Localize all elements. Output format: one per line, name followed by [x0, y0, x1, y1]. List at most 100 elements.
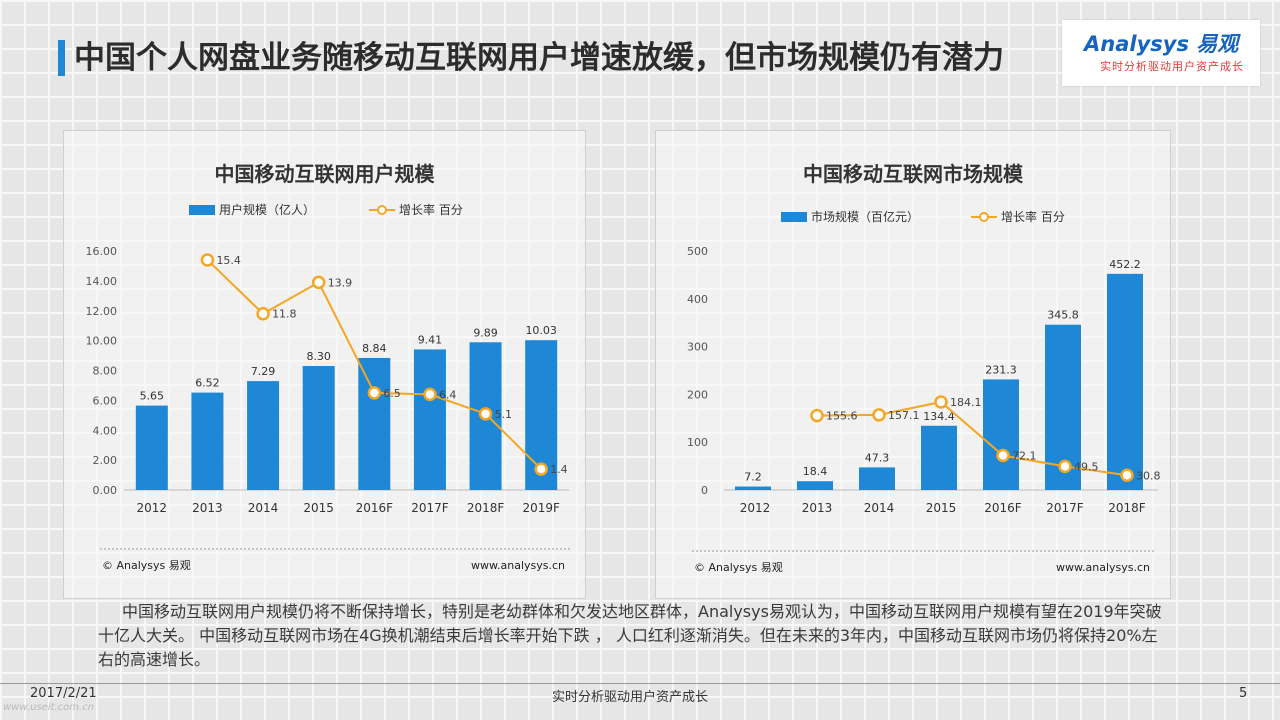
chart-website: www.analysys.cn: [471, 559, 565, 572]
x-tick-label: 2015: [303, 501, 334, 515]
slide-title: 中国个人网盘业务随移动互联网用户增速放缓，但市场规模仍有潜力: [74, 40, 1004, 76]
y-tick-label: 10.00: [86, 335, 118, 348]
legend-bar-label: 市场规模（百亿元）: [811, 209, 919, 224]
growth-rate-point: [367, 386, 382, 400]
x-tick-label: 2012: [740, 501, 771, 515]
y-tick-label: 100: [687, 436, 708, 449]
x-tick-label: 2017F: [411, 501, 449, 515]
bar: [135, 405, 168, 490]
growth-rate-label: 72.1: [1012, 450, 1037, 463]
bar: [859, 467, 895, 490]
chart-source: © Analysys 易观: [694, 561, 783, 574]
bar: [735, 486, 771, 490]
legend-bar-swatch: [781, 212, 807, 222]
bar-value-label: 345.8: [1047, 309, 1079, 322]
growth-rate-label: 30.8: [1136, 469, 1161, 482]
bar-value-label: 134.4: [923, 410, 955, 423]
bar-value-label: 7.2: [744, 471, 762, 484]
market-scale-chart-panel: 中国移动互联网市场规模市场规模（百亿元） 增长率 百分 0 100 200 300 400 5…: [655, 130, 1171, 599]
growth-rate-point: [534, 462, 548, 476]
growth-rate-label: 184.1: [950, 396, 982, 409]
bar: [921, 425, 957, 490]
growth-rate-point: [311, 275, 326, 290]
x-tick-label: 2013: [802, 501, 833, 515]
bar-value-label: 18.4: [803, 465, 828, 478]
growth-rate-point: [423, 387, 437, 402]
legend-line-marker: [377, 205, 387, 215]
growth-rate-line: [816, 400, 1128, 477]
bar-value-label: 452.2: [1109, 258, 1141, 271]
growth-rate-point: [996, 448, 1010, 463]
bar-value-label: 5.65: [140, 390, 165, 403]
growth-rate-point: [1120, 468, 1134, 483]
growth-rate-point: [810, 408, 824, 423]
growth-rate-point: [872, 408, 886, 422]
chart-title: 中国移动互联网市场规模: [803, 162, 1024, 186]
title-accent-bar: [58, 40, 65, 76]
y-tick-label: 300: [687, 341, 708, 354]
y-tick-label: 200: [687, 388, 708, 401]
y-tick-label: 16.00: [86, 245, 118, 258]
growth-rate-label: 11.8: [272, 308, 297, 321]
y-tick-label: 12.00: [86, 305, 118, 318]
bar-value-label: 8.30: [306, 350, 331, 363]
x-tick-label: 2014: [864, 501, 895, 515]
chart-title: 中国移动互联网用户规模: [215, 162, 436, 186]
growth-rate-point: [1058, 459, 1072, 474]
bar: [983, 379, 1019, 490]
x-tick-label: 2012: [137, 501, 168, 515]
bar: [247, 381, 280, 490]
growth-rate-label: 49.5: [1074, 460, 1099, 473]
y-tick-label: 4.00: [93, 424, 118, 437]
growth-rate-label: 5.1: [495, 408, 513, 421]
description-text: 中国移动互联网用户规模仍将不断保持增长，特别是老幼群体和欠发达地区群体，Anal…: [98, 602, 1162, 669]
x-tick-label: 2018F: [467, 501, 505, 515]
y-tick-label: 400: [687, 293, 708, 306]
bar-value-label: 9.89: [473, 326, 498, 339]
chart-source: © Analysys 易观: [102, 559, 191, 572]
bar-value-label: 10.03: [525, 324, 557, 337]
y-tick-label: 2.00: [93, 454, 118, 467]
growth-rate-label: 15.4: [216, 254, 241, 267]
chart-website: www.analysys.cn: [1056, 561, 1150, 574]
y-tick-label: 0: [701, 484, 708, 497]
y-tick-label: 14.00: [86, 275, 118, 288]
bar-value-label: 47.3: [865, 451, 890, 464]
legend-line-label: 增长率 百分: [1001, 209, 1065, 224]
bar: [797, 481, 833, 490]
y-tick-label: 0.00: [93, 484, 118, 497]
growth-rate-label: 6.5: [383, 387, 401, 400]
bar: [413, 349, 446, 490]
footer-divider: [0, 683, 1280, 684]
y-tick-label: 8.00: [93, 365, 118, 378]
analysys-logo: Analysys 易观 实时分析驱动用户资产成长: [1062, 20, 1260, 86]
growth-rate-point: [934, 395, 948, 409]
legend-bar-label: 用户规模（亿人）: [219, 202, 315, 217]
logo-wordmark: Analysys 易观: [1084, 32, 1239, 56]
x-tick-label: 2018F: [1108, 501, 1146, 515]
growth-rate-label: 13.9: [328, 276, 353, 289]
bar: [302, 366, 335, 490]
bar: [358, 357, 391, 490]
legend-line-label: 增长率 百分: [399, 202, 463, 217]
x-tick-label: 2015: [926, 501, 957, 515]
user-scale-chart-panel: 中国移动互联网用户规模 用户规模（亿人） 增长率 百分 0.00 2.00 4.00 6.0…: [63, 130, 586, 599]
bar-value-label: 231.3: [985, 363, 1017, 376]
bar: [1107, 273, 1143, 490]
x-tick-label: 2013: [192, 501, 223, 515]
x-tick-label: 2016F: [984, 501, 1022, 515]
bar-value-label: 8.84: [362, 342, 387, 355]
logo-slogan: 实时分析驱动用户资产成长: [1100, 60, 1244, 73]
x-tick-label: 2017F: [1046, 501, 1084, 515]
legend-bar-swatch: [189, 205, 215, 215]
legend-line-marker: [979, 212, 989, 222]
page-number: 5: [1239, 686, 1248, 701]
y-tick-label: 500: [687, 245, 708, 258]
bar-value-label: 9.41: [418, 333, 443, 346]
bar-value-label: 7.29: [251, 365, 276, 378]
growth-rate-label: 155.6: [826, 410, 858, 423]
footer-slogan: 实时分析驱动用户资产成长: [552, 690, 709, 705]
growth-rate-point: [478, 407, 493, 421]
